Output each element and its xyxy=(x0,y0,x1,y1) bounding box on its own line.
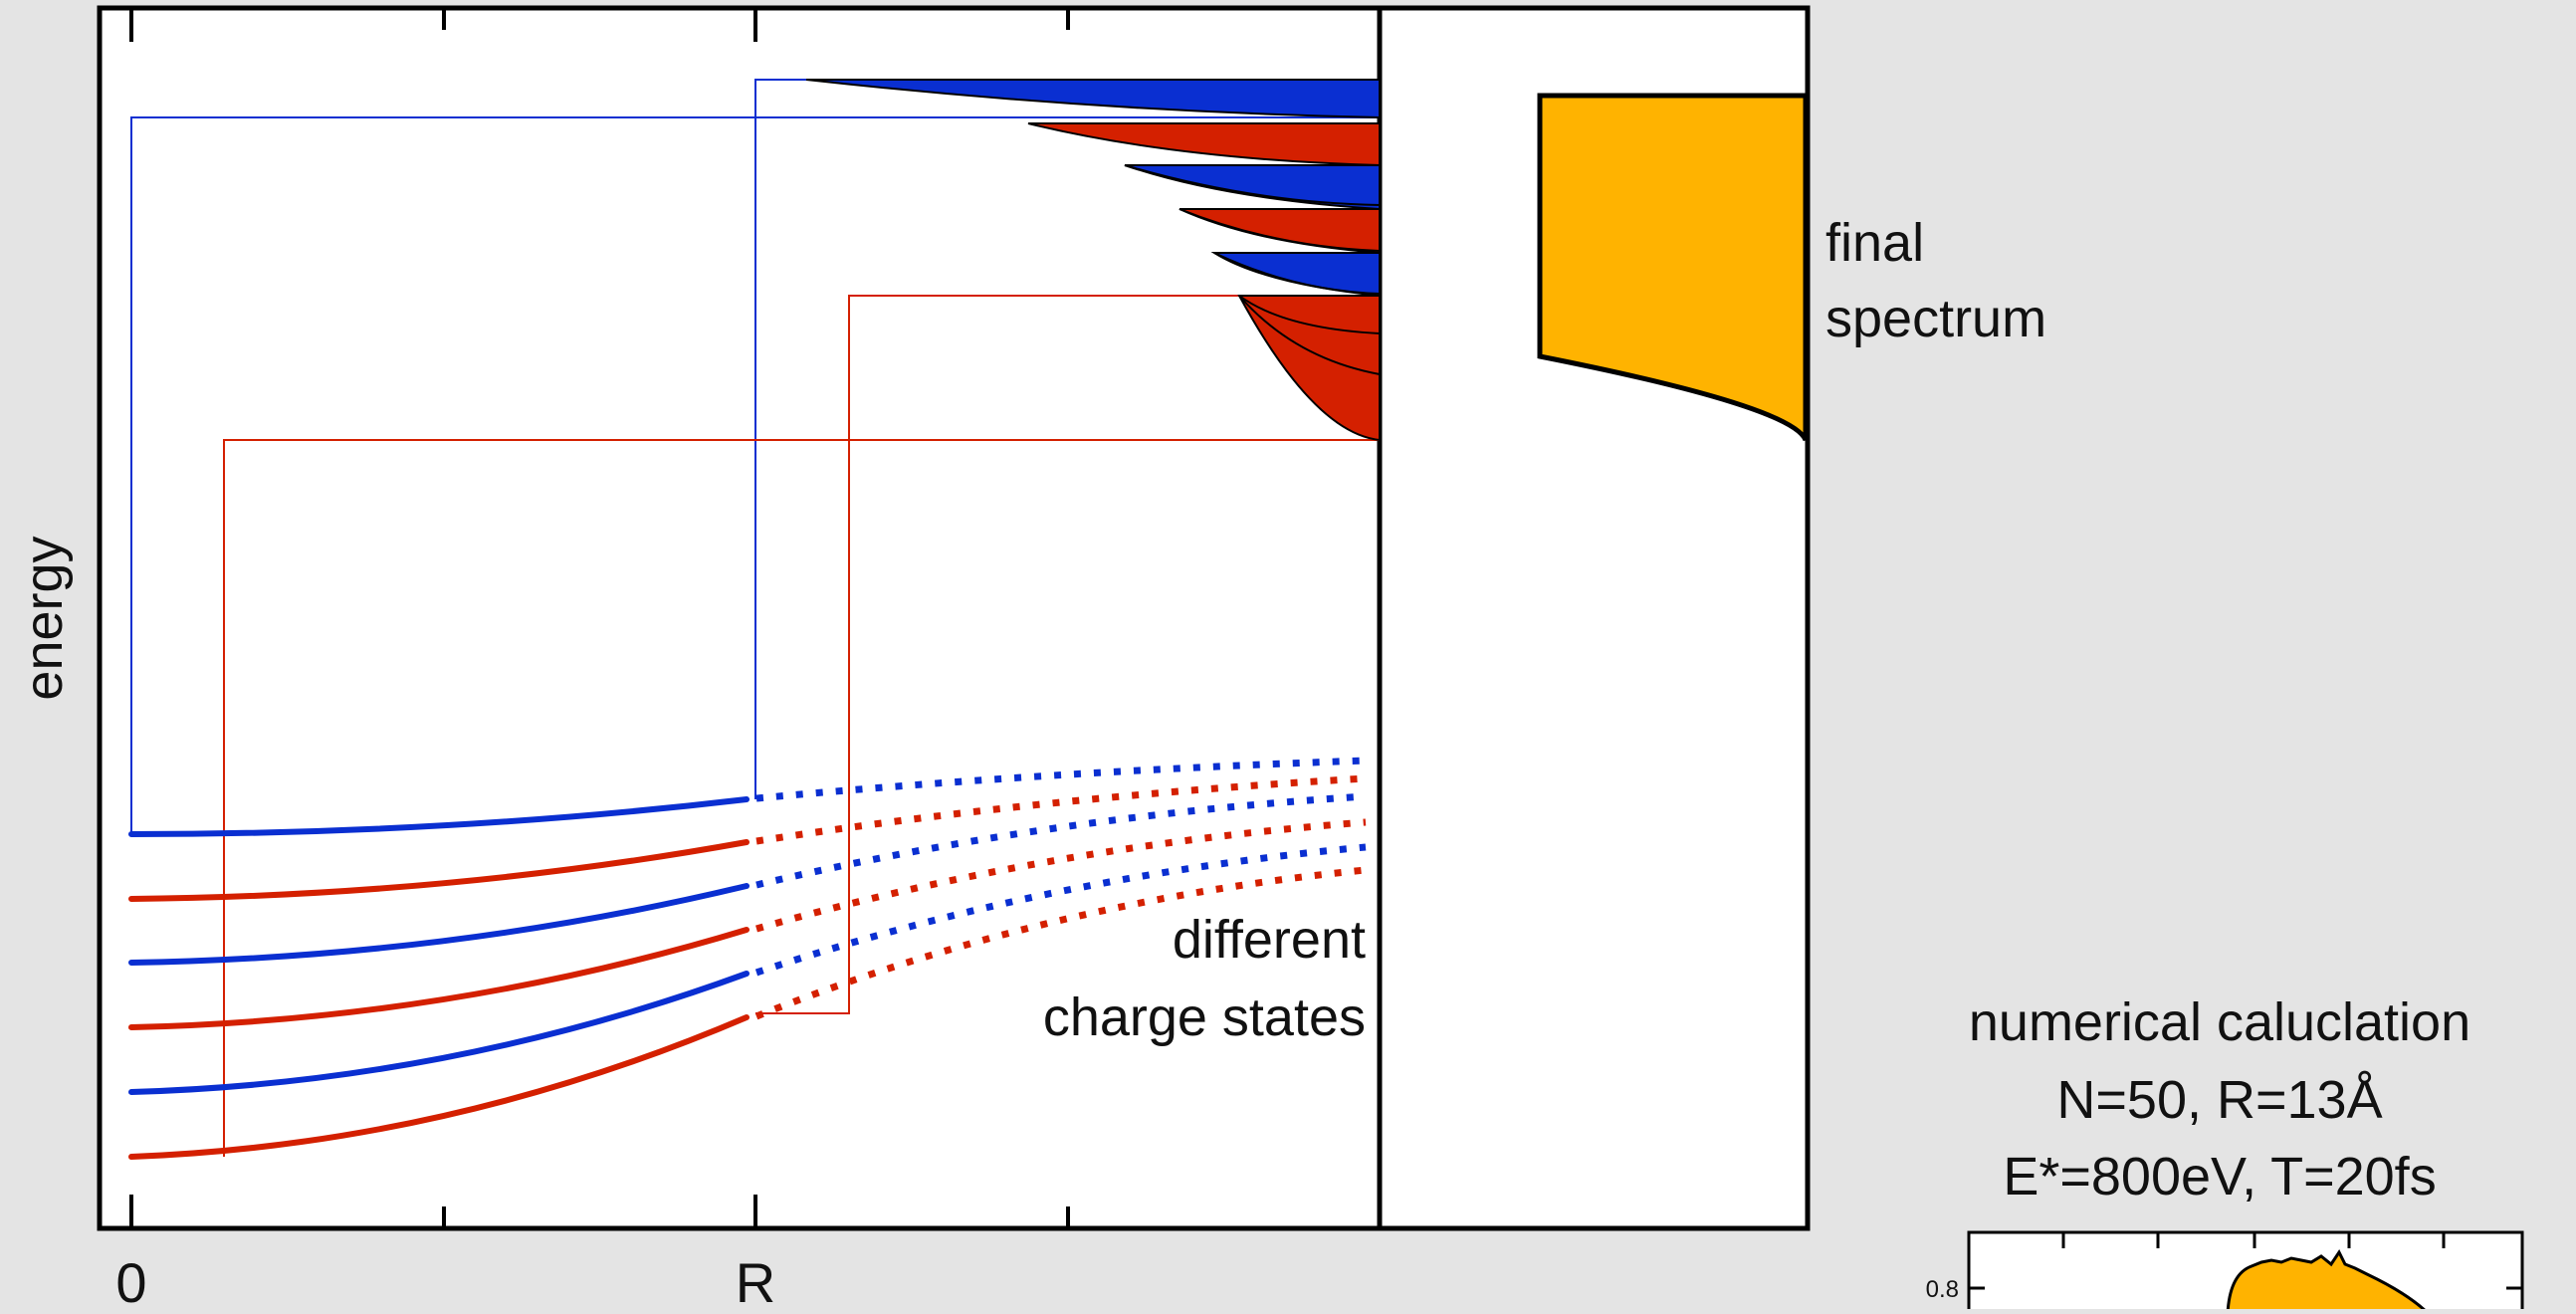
x-tick-label-r: R xyxy=(736,1251,775,1309)
dotted-continuations xyxy=(754,757,1367,1020)
dots-blue-2 xyxy=(755,792,1367,889)
red-connector-outer xyxy=(223,439,1380,1157)
inset-plot: 0.8 xyxy=(1926,1230,2524,1314)
top-ticks xyxy=(129,8,1070,42)
curve-red-2 xyxy=(128,927,750,1030)
dots-blue-1 xyxy=(755,757,1367,802)
main-panel xyxy=(97,5,1383,1231)
curve-red-1 xyxy=(128,839,750,902)
dots-red-3 xyxy=(754,866,1367,1020)
dots-blue-3 xyxy=(754,843,1367,977)
final-spectrum-shape xyxy=(1537,93,1809,442)
dots-red-2 xyxy=(755,818,1367,933)
inset-title-line1: numerical caluclation xyxy=(1969,992,2470,1052)
potential-curves xyxy=(128,796,750,1160)
inset-spectrum-shape xyxy=(2226,1249,2432,1314)
dots-red-1 xyxy=(755,774,1367,845)
curve-blue-3 xyxy=(128,971,750,1095)
inset-y-tick-label: 0.8 xyxy=(1926,1276,1959,1303)
band-red-3 xyxy=(1237,295,1381,442)
inset-title-line2: N=50, R=13Å xyxy=(2056,1070,2382,1130)
final-spectrum-label-line2: spectrum xyxy=(1825,289,2046,348)
energy-bands xyxy=(805,79,1381,442)
x-tick-label-0: 0 xyxy=(115,1251,146,1309)
band-blue-1 xyxy=(805,79,1381,119)
charge-states-label-line1: different xyxy=(1173,910,1366,970)
band-inner-curves xyxy=(1124,164,1381,375)
final-spectrum-label-line1: final xyxy=(1825,213,1924,273)
red-connector-inner xyxy=(755,295,1380,1014)
blue-connector-outer xyxy=(130,116,1380,834)
bottom-ticks xyxy=(129,1195,1070,1228)
y-axis-label: energy xyxy=(14,536,74,700)
inset-title-line3: E*=800eV, T=20fs xyxy=(2003,1147,2436,1206)
curve-blue-2 xyxy=(128,883,750,966)
charge-states-label-line2: charge states xyxy=(1043,987,1366,1047)
curve-red-3 xyxy=(128,1014,750,1160)
curve-blue-1 xyxy=(128,796,750,837)
